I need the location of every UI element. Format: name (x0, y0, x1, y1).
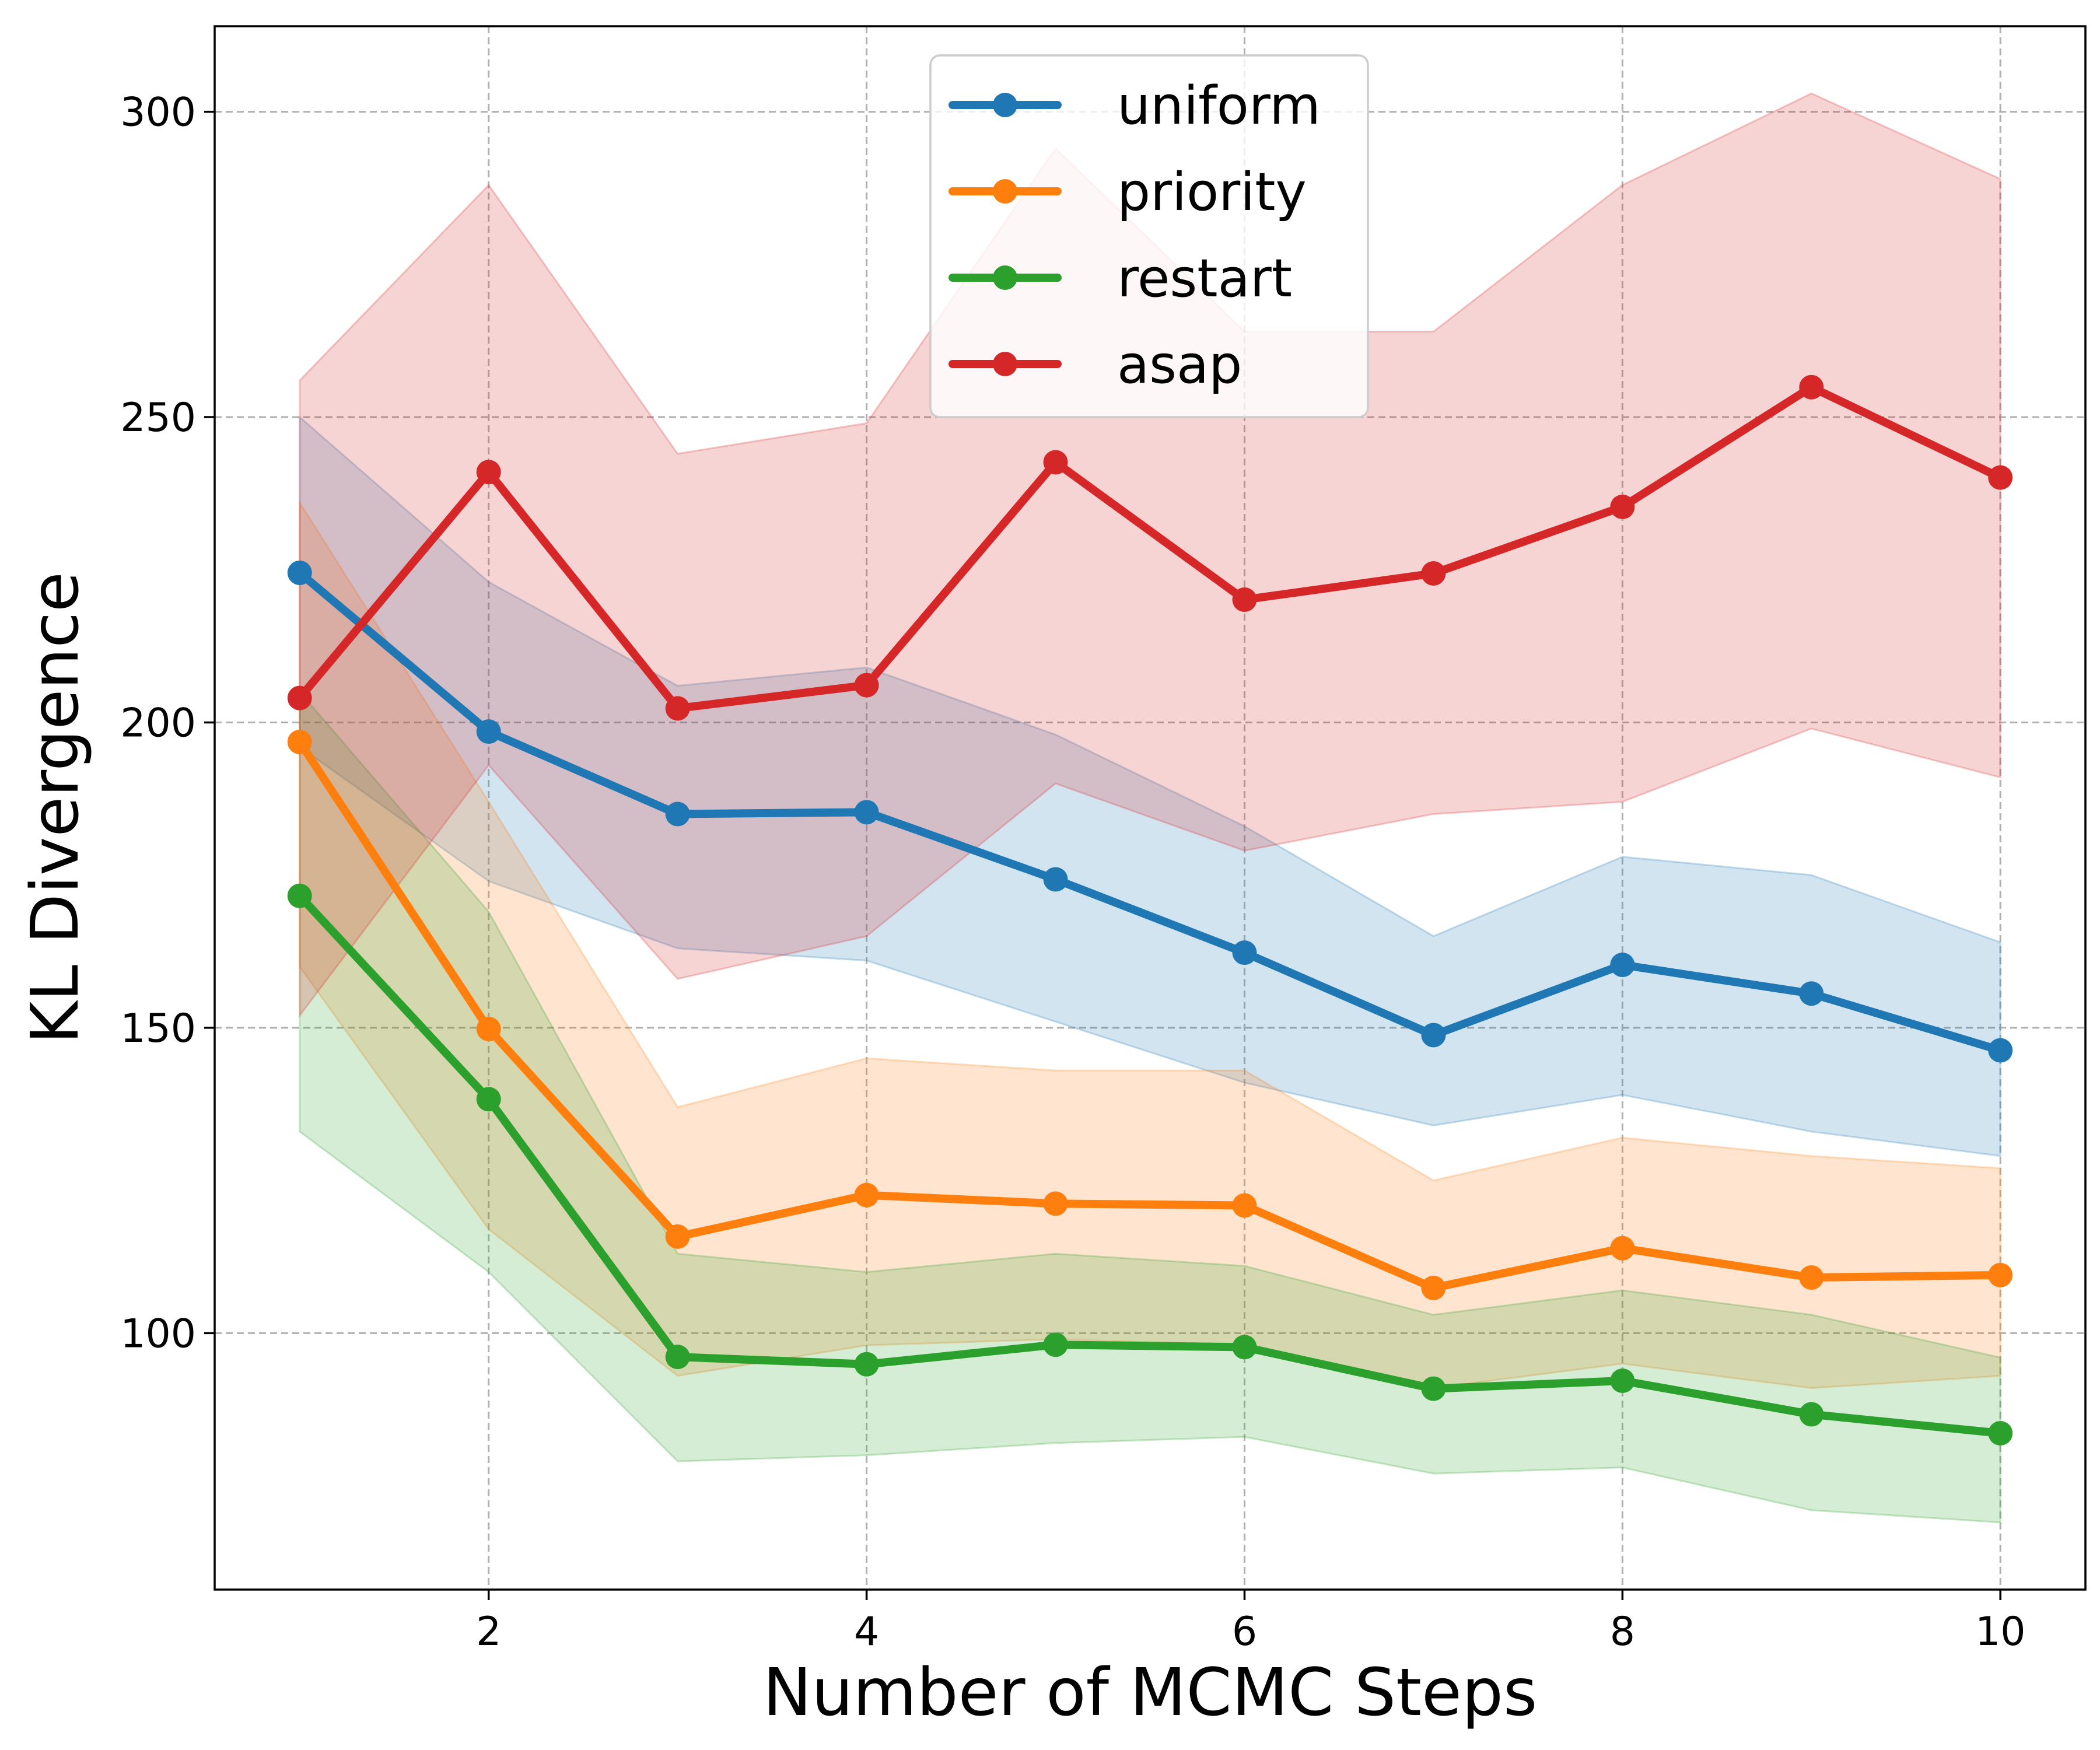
x-tick-label: 8 (1610, 1609, 1635, 1655)
data-point-asap (1799, 374, 1824, 400)
data-point-asap (1043, 450, 1068, 475)
x-tick-label: 4 (854, 1609, 879, 1655)
series-lines (287, 374, 2013, 1446)
series-line-asap (295, 383, 2005, 713)
data-point-asap (854, 673, 879, 698)
data-point-priority (854, 1182, 879, 1208)
x-tick-label: 6 (1232, 1609, 1257, 1655)
legend-label-uniform: uniform (1117, 75, 1321, 136)
y-tick-label: 250 (120, 395, 196, 441)
y-axis-title: KL Divergence (18, 572, 93, 1044)
data-point-uniform (1799, 981, 1824, 1006)
confidence-band-priority (299, 499, 2001, 1390)
confidence-band-restart (299, 690, 2001, 1524)
legend-label-asap: asap (1117, 334, 1242, 396)
data-point-priority (1799, 1265, 1824, 1290)
legend-box (929, 54, 1369, 418)
data-point-uniform (665, 802, 690, 827)
x-axis-title: Number of MCMC Steps (763, 1655, 1538, 1731)
data-point-restart (287, 883, 312, 908)
data-point-priority (476, 1016, 501, 1041)
y-tick-label: 300 (120, 90, 196, 136)
y-tick-label: 150 (120, 1006, 196, 1052)
data-point-asap (665, 696, 690, 721)
plot-frame (214, 25, 2087, 1591)
y-tick-label: 100 (120, 1311, 196, 1357)
data-point-restart (1232, 1335, 1257, 1360)
legend-label-restart: restart (1117, 248, 1292, 309)
series-line-restart (295, 891, 2005, 1437)
data-point-uniform (1988, 1038, 2013, 1063)
legend-marker-asap (993, 352, 1017, 376)
data-point-restart (1610, 1368, 1635, 1393)
data-point-uniform (287, 560, 312, 585)
data-point-priority (1610, 1236, 1635, 1261)
data-point-restart (1988, 1421, 2013, 1446)
data-point-priority (1043, 1191, 1068, 1216)
data-point-restart (476, 1087, 501, 1112)
data-point-uniform (1421, 1023, 1446, 1048)
data-point-uniform (1610, 953, 1635, 978)
data-point-asap (287, 685, 312, 710)
data-point-uniform (476, 719, 501, 744)
data-point-asap (1610, 494, 1635, 519)
y-tick-label: 200 (120, 700, 196, 746)
data-point-priority (287, 729, 312, 754)
data-point-asap (1232, 587, 1257, 612)
data-point-uniform (1043, 867, 1068, 892)
data-point-asap (1421, 561, 1446, 586)
data-point-restart (1421, 1376, 1446, 1401)
data-point-asap (1988, 465, 2013, 490)
confidence-bands (299, 92, 2001, 1524)
legend-marker-uniform (993, 93, 1017, 117)
data-point-uniform (1232, 940, 1257, 965)
series-line-uniform (295, 568, 2005, 1055)
data-point-priority (1988, 1262, 2013, 1287)
x-tick-label: 10 (1975, 1609, 2026, 1655)
data-point-asap (476, 460, 501, 485)
data-point-priority (665, 1224, 690, 1249)
data-point-restart (854, 1352, 879, 1377)
data-point-restart (1799, 1402, 1824, 1427)
legend: uniform priority restart asap (929, 54, 1369, 418)
legend-marker-restart (993, 265, 1017, 290)
data-point-restart (1043, 1332, 1068, 1357)
legend-label-priority: priority (1117, 162, 1307, 223)
data-point-priority (1421, 1275, 1446, 1300)
series-line-priority (295, 737, 2005, 1292)
legend-marker-priority (993, 179, 1017, 204)
confidence-band-uniform (299, 415, 2001, 1157)
axes: 2 4 6 8 10 100 150 200 250 300 (120, 25, 2087, 1655)
data-point-uniform (854, 800, 879, 825)
data-point-restart (665, 1345, 690, 1370)
data-point-priority (1232, 1193, 1257, 1218)
x-tick-label: 2 (476, 1609, 501, 1655)
